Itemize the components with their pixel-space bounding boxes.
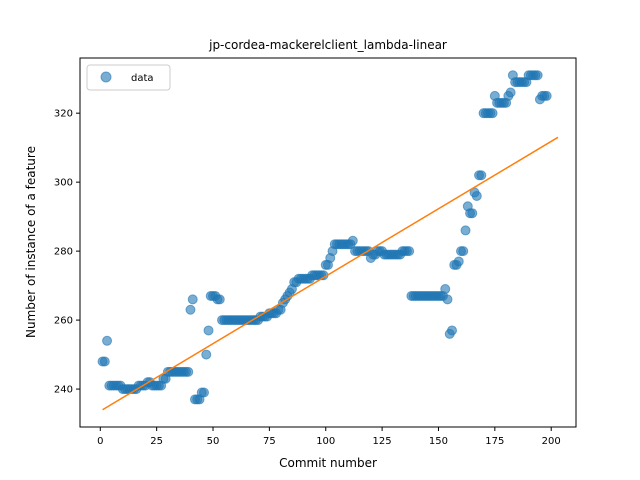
legend-marker: [100, 71, 112, 83]
data-point: [214, 294, 225, 305]
x-tick-label: 175: [485, 436, 504, 447]
legend: data: [86, 64, 171, 91]
y-tick-label: 260: [54, 316, 73, 327]
data-point: [99, 356, 110, 367]
data-point: [505, 87, 516, 98]
data-point: [476, 170, 487, 181]
data-point: [460, 225, 471, 236]
legend-label-data: data: [131, 73, 154, 84]
x-tick-label: 25: [150, 436, 163, 447]
x-tick-label: 0: [97, 436, 103, 447]
data-point: [203, 325, 214, 336]
y-axis-ticks: 240 260 280 300 320: [54, 109, 80, 396]
data-point: [467, 208, 478, 219]
y-tick-label: 320: [54, 109, 73, 120]
y-axis-label: Number of instance of a feature: [24, 146, 38, 338]
data-point: [447, 325, 457, 336]
linear-fit-line: [102, 136, 559, 411]
data-point: [404, 246, 415, 257]
legend-box: [86, 64, 171, 91]
x-axis-ticks: 0 25 50 75 100 125 150 175 200: [97, 427, 561, 447]
y-tick-label: 240: [54, 385, 73, 396]
data-point: [487, 108, 498, 119]
y-tick-label: 280: [54, 247, 73, 258]
data-point: [532, 70, 543, 81]
x-tick-label: 50: [207, 436, 220, 447]
plot-area: [97, 70, 559, 411]
x-tick-label: 75: [263, 436, 276, 447]
x-tick-label: 200: [542, 436, 561, 447]
data-point: [185, 304, 196, 315]
y-tick-label: 300: [54, 178, 73, 189]
x-tick-label: 100: [316, 436, 335, 447]
axes-frame: [79, 57, 577, 428]
x-tick-label: 125: [373, 436, 392, 447]
x-tick-label: 150: [429, 436, 448, 447]
data-point: [187, 294, 198, 305]
data-point: [201, 349, 212, 360]
x-axis-label: Commit number: [279, 456, 377, 470]
data-point: [183, 366, 194, 377]
data-point: [458, 246, 469, 257]
chart-title: jp-cordea-mackerelclient_lambda-linear: [208, 38, 447, 52]
data-point: [541, 90, 552, 101]
data-point: [440, 284, 451, 295]
data-point: [453, 256, 464, 267]
data-point: [199, 387, 209, 398]
data-point: [347, 235, 358, 246]
data-point: [471, 190, 482, 201]
data-point: [442, 294, 453, 305]
data-point: [102, 335, 113, 346]
